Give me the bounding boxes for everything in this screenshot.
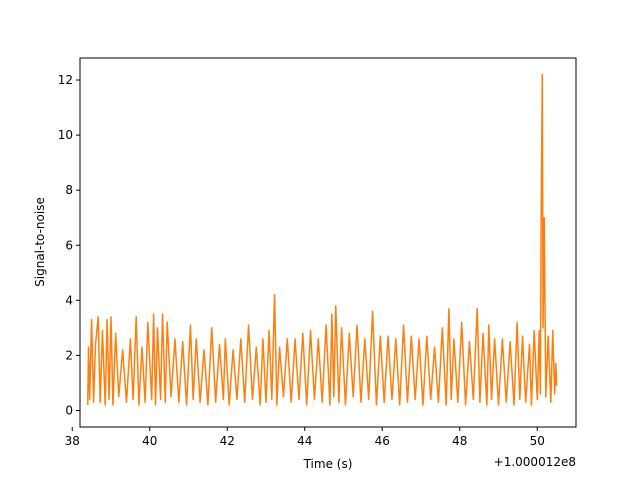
y-tick-label: 4 [65,293,73,307]
x-offset-label: +1.000012e8 [494,455,576,469]
x-tick-label: 46 [375,434,390,448]
x-axis-label: Time (s) [303,457,353,471]
plot-frame [79,57,577,428]
x-tick-label: 38 [65,434,80,448]
x-tick-label: 44 [297,434,312,448]
x-tick-label: 48 [452,434,467,448]
y-tick-label: 10 [58,128,73,142]
y-axis-label: Signal-to-noise [33,197,47,287]
y-tick-label: 0 [65,403,73,417]
x-tick-label: 50 [530,434,545,448]
series-line-0 [87,73,558,406]
x-ticks: 38 40 42 44 46 48 50 [65,427,545,448]
series-layer [87,73,558,406]
x-tick-label: 40 [142,434,157,448]
y-tick-label: 2 [65,348,73,362]
y-tick-label: 8 [65,183,73,197]
y-ticks: 0 2 4 6 8 10 12 [58,73,80,417]
x-tick-label: 42 [220,434,235,448]
axes-layer [79,57,577,428]
y-tick-label: 6 [65,238,73,252]
y-tick-label: 12 [58,73,73,87]
